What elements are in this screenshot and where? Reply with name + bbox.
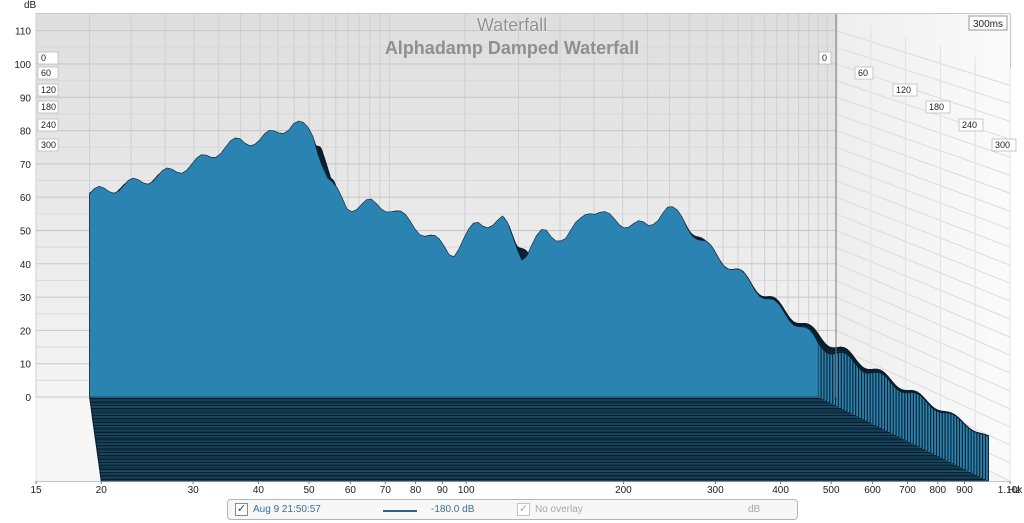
time-end-label: 300ms bbox=[973, 19, 1003, 30]
x-tick-label: 300 bbox=[707, 485, 724, 496]
x-tick-label: 600 bbox=[864, 485, 881, 496]
time-label-right: 0 bbox=[822, 53, 827, 63]
y-tick-label: 60 bbox=[20, 193, 32, 204]
x-tick-label: 100 bbox=[458, 485, 475, 496]
x-tick-label: 40 bbox=[253, 485, 265, 496]
overlay-unit: dB bbox=[748, 504, 761, 515]
x-tick-label: 700 bbox=[899, 485, 916, 496]
y-axis-ticks: 0 10 20 30 40 50 60 70 80 90 100 110 bbox=[14, 27, 31, 404]
side-grid-line bbox=[835, 196, 1011, 266]
side-grid-line bbox=[835, 346, 1011, 428]
time-label-left: 0 bbox=[41, 53, 46, 63]
y-tick-label: 70 bbox=[20, 160, 32, 171]
time-label-right: 60 bbox=[858, 68, 868, 78]
time-labels-left: 0 60 120 180 240 300 bbox=[37, 51, 59, 152]
x-tick-label: 15 bbox=[30, 485, 42, 496]
waterfall-slices bbox=[89, 120, 989, 482]
time-label-box bbox=[818, 51, 832, 65]
time-label-left: 180 bbox=[41, 102, 56, 112]
time-label-box bbox=[37, 118, 59, 132]
time-label-right: 240 bbox=[962, 120, 977, 130]
side-grid-line bbox=[835, 313, 1011, 392]
time-label-box bbox=[37, 83, 59, 97]
x-tick-label: 200 bbox=[615, 485, 632, 496]
measurement-line-swatch bbox=[383, 510, 417, 512]
time-label-right: 180 bbox=[929, 102, 944, 112]
x-tick-label: 20 bbox=[96, 485, 108, 496]
x-tick-label: 900 bbox=[956, 485, 973, 496]
side-grid-line bbox=[835, 30, 1011, 86]
time-end-box bbox=[968, 15, 1008, 31]
waterfall-plot: Waterfall Alphadamp Damped Waterfall dB … bbox=[14, 0, 1023, 496]
x-tick-label: 400 bbox=[772, 485, 789, 496]
y-tick-label: 90 bbox=[20, 93, 32, 104]
side-grid-line bbox=[835, 246, 1011, 320]
x-tick-label: 800 bbox=[929, 485, 946, 496]
side-grid-line bbox=[835, 146, 1011, 212]
side-grid-line bbox=[835, 263, 1011, 338]
y-tick-label: 110 bbox=[15, 27, 31, 38]
y-tick-label: 20 bbox=[20, 326, 32, 337]
time-label-box bbox=[958, 118, 984, 132]
side-grid-line bbox=[835, 230, 1011, 302]
time-label-box bbox=[37, 51, 59, 65]
time-label-box bbox=[37, 66, 59, 80]
chart-subtitle: Alphadamp Damped Waterfall bbox=[385, 38, 639, 58]
y-tick-label: 50 bbox=[20, 226, 32, 237]
y-tick-label: 10 bbox=[20, 360, 32, 371]
time-label-left: 300 bbox=[41, 140, 56, 150]
y-tick-label: 30 bbox=[20, 293, 32, 304]
x-tick-label: 50 bbox=[303, 485, 315, 496]
y-tick-label: 80 bbox=[20, 127, 32, 138]
side-grid-line bbox=[835, 279, 1011, 356]
y-axis-label: dB bbox=[24, 0, 37, 11]
side-grid-line bbox=[835, 96, 1011, 158]
time-label-right: 120 bbox=[896, 85, 911, 95]
x-tick-label: 500 bbox=[823, 485, 840, 496]
legend-bar: ✓ Aug 9 21:50:57 -180.0 dB ✓ No overlay … bbox=[227, 499, 798, 520]
time-label-box bbox=[925, 100, 951, 114]
x-tick-label: 90 bbox=[437, 485, 449, 496]
time-label-right: 300 bbox=[995, 140, 1010, 150]
x-axis-ticks: 15 20 30 40 50 60 70 80 90 100 200 300 400 500 600 700 8… bbox=[30, 481, 1023, 496]
measurement-checkbox[interactable]: ✓ bbox=[235, 503, 248, 516]
side-grid-line bbox=[835, 113, 1011, 176]
side-grid-line bbox=[835, 213, 1011, 284]
measurement-label: Aug 9 21:50:57 bbox=[253, 504, 321, 515]
x-tick-label: 60 bbox=[345, 485, 357, 496]
chart-title: Waterfall bbox=[477, 15, 547, 35]
side-grid-line bbox=[835, 180, 1011, 248]
x-tick-label: 70 bbox=[380, 485, 392, 496]
side-grid-line bbox=[835, 46, 1011, 104]
overlay-checkbox[interactable]: ✓ bbox=[517, 503, 530, 516]
x-tick-label: 30 bbox=[188, 485, 200, 496]
side-grid-line bbox=[835, 130, 1011, 194]
waterfall-slice bbox=[89, 120, 819, 398]
time-label-box bbox=[854, 66, 874, 80]
x-tick-label: 1.10k bbox=[998, 485, 1023, 496]
time-label-box bbox=[892, 83, 918, 97]
side-grid-line bbox=[835, 329, 1011, 410]
overlay-label: No overlay bbox=[535, 504, 583, 515]
side-grid-line bbox=[835, 296, 1011, 374]
time-label-left: 60 bbox=[41, 68, 51, 78]
offset-label: -180.0 dB bbox=[431, 504, 475, 515]
y-tick-label: 0 bbox=[25, 393, 31, 404]
x-axis-unit: Hz bbox=[1008, 485, 1020, 496]
time-labels-right: 0 60 120 180 240 300 bbox=[818, 51, 1017, 152]
time-label-left: 240 bbox=[41, 120, 56, 130]
y-tick-label: 100 bbox=[14, 60, 31, 71]
time-label-box bbox=[37, 138, 59, 152]
time-label-box bbox=[37, 100, 59, 114]
side-grid-line bbox=[835, 163, 1011, 230]
time-label-box bbox=[991, 138, 1017, 152]
x-tick-label: 80 bbox=[410, 485, 422, 496]
time-label-left: 120 bbox=[41, 85, 56, 95]
y-tick-label: 40 bbox=[20, 260, 32, 271]
